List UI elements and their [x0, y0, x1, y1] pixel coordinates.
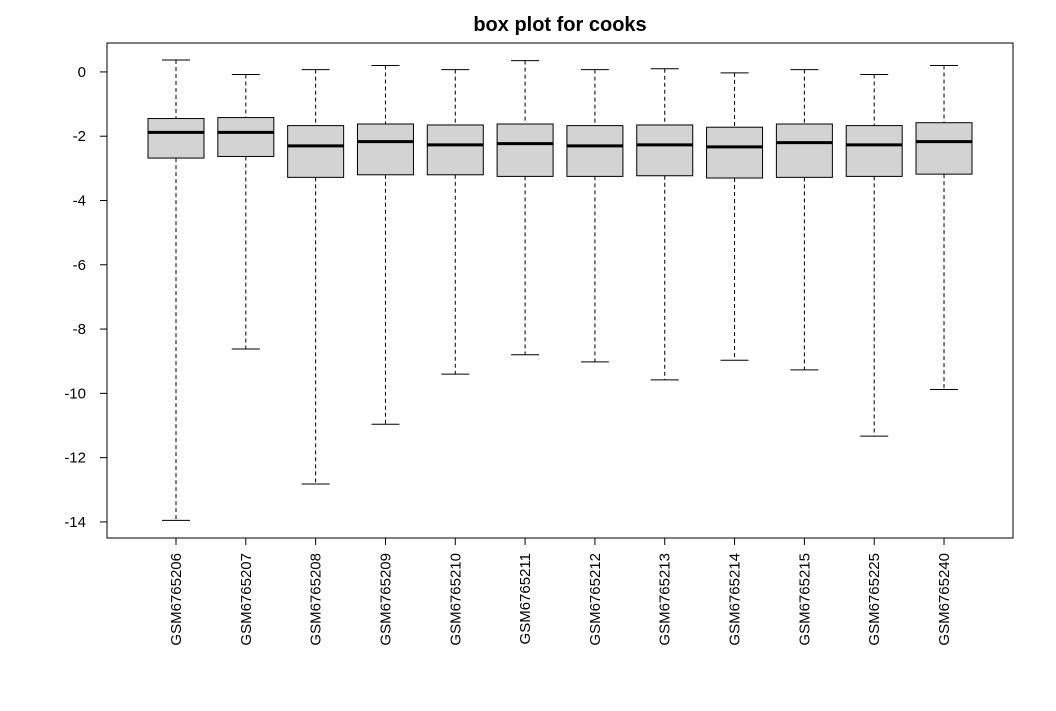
y-tick-label: -14: [64, 514, 86, 531]
iqr-box: [915, 122, 973, 175]
box-GSM6765207: [217, 74, 275, 350]
x-tick-label: GSM6765210: [447, 553, 464, 646]
iqr-box: [147, 118, 205, 159]
iqr-box: [566, 125, 624, 177]
box-GSM6765225: [845, 74, 903, 437]
box-GSM6765212: [566, 69, 624, 363]
x-tick-label: GSM6765207: [238, 553, 255, 646]
iqr-box: [706, 126, 764, 179]
boxes-group: [147, 59, 973, 521]
y-tick-label: -2: [73, 128, 86, 145]
box-GSM6765211: [496, 60, 554, 356]
iqr-box: [775, 123, 833, 178]
x-tick-label: GSM6765209: [377, 553, 394, 646]
box-GSM6765213: [636, 68, 694, 381]
iqr-box: [496, 123, 554, 177]
y-tick-label: -10: [64, 385, 86, 402]
x-tick-label: GSM6765212: [587, 553, 604, 646]
box-GSM6765214: [706, 72, 764, 361]
iqr-box: [356, 123, 414, 176]
x-tick-label: GSM6765208: [308, 553, 325, 646]
x-axis: GSM6765206 GSM6765207 GSM6765208 GSM6765209…: [168, 537, 953, 646]
y-tick-label: -6: [73, 257, 86, 274]
iqr-box: [845, 125, 903, 177]
y-axis: 0 -2 -4 -6 -8 -10 -12 -14: [64, 64, 108, 531]
x-tick-label: GSM6765206: [168, 553, 185, 646]
y-tick-label: -12: [64, 450, 86, 467]
iqr-box: [287, 125, 345, 178]
x-tick-label: GSM6765240: [936, 553, 953, 646]
y-tick-label: 0: [78, 64, 86, 81]
x-tick-label: GSM6765225: [866, 553, 883, 646]
box-GSM6765209: [356, 65, 414, 425]
x-tick-label: GSM6765214: [727, 553, 744, 646]
chart-title: box plot for cooks: [473, 14, 646, 36]
box-GSM6765215: [775, 69, 833, 371]
x-tick-label: GSM6765213: [657, 553, 674, 646]
box-GSM6765208: [287, 69, 345, 485]
box-GSM6765240: [915, 65, 973, 390]
iqr-box: [217, 117, 275, 157]
iqr-box: [636, 124, 694, 177]
box-GSM6765206: [147, 59, 205, 521]
x-tick-label: GSM6765215: [796, 553, 813, 646]
y-tick-label: -8: [73, 321, 86, 338]
iqr-box: [426, 124, 484, 176]
box-GSM6765210: [426, 69, 484, 375]
y-tick-label: -4: [73, 193, 86, 210]
x-tick-label: GSM6765211: [517, 553, 534, 644]
